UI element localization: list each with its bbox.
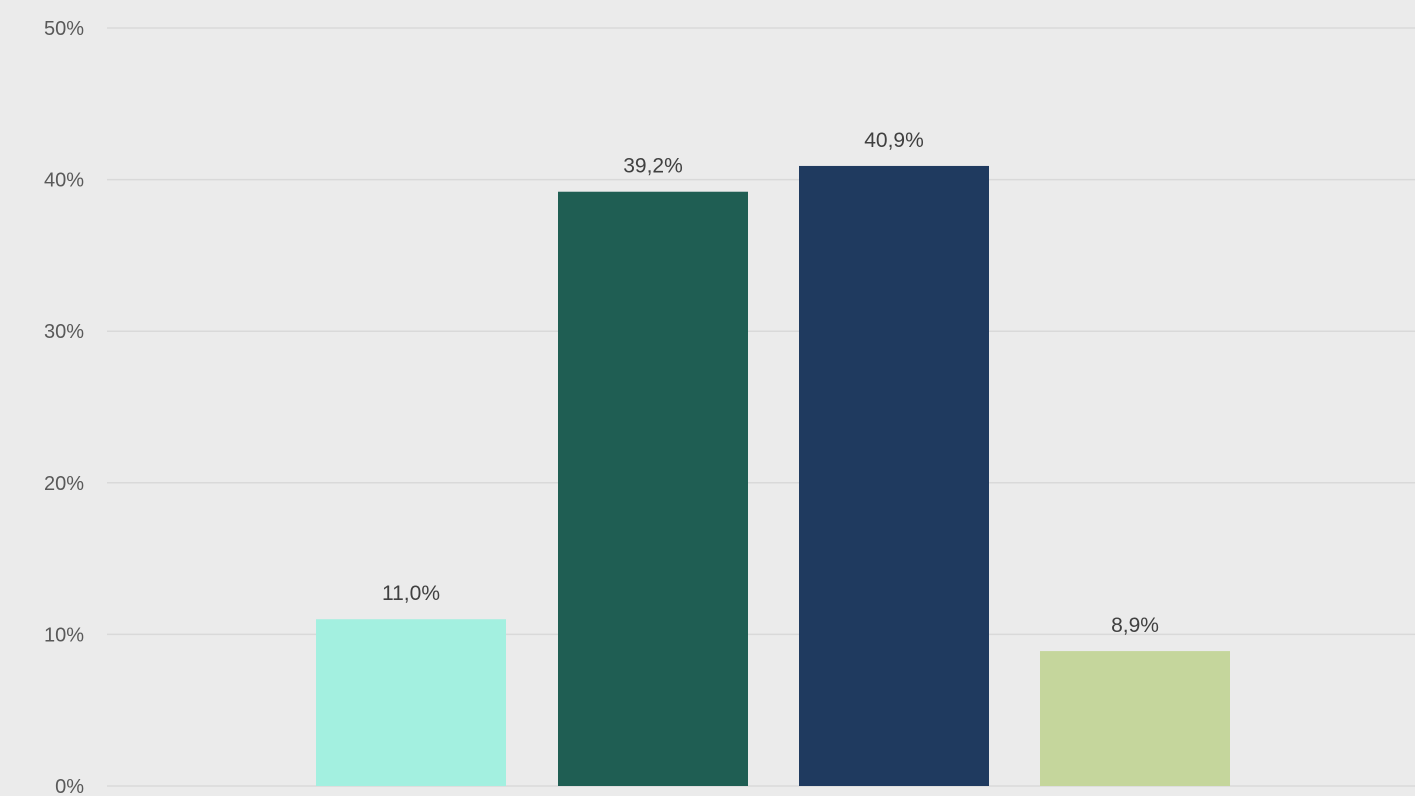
bars <box>316 165 1230 786</box>
y-tick-label: 30% <box>44 321 84 343</box>
y-tick-label: 40% <box>44 170 84 192</box>
bar-value-label: 11,0% <box>382 582 440 605</box>
y-tick-label: 20% <box>44 473 84 495</box>
bar <box>799 165 989 786</box>
bar <box>558 191 748 786</box>
y-tick-label: 50% <box>44 18 84 40</box>
bar <box>1040 651 1230 786</box>
bar-value-label: 40,9% <box>864 129 924 152</box>
y-tick-label: 0% <box>55 776 84 796</box>
y-tick-label: 10% <box>44 624 84 646</box>
y-axis-tick-labels: 0% 10% 20% 30% 40% 50% <box>44 18 84 796</box>
bar <box>316 619 506 786</box>
bar-value-label: 8,9% <box>1111 614 1159 637</box>
bar-value-labels: 11,0% 39,2% 40,9% 8,9% <box>382 129 1159 637</box>
bar-value-label: 39,2% <box>623 155 683 178</box>
